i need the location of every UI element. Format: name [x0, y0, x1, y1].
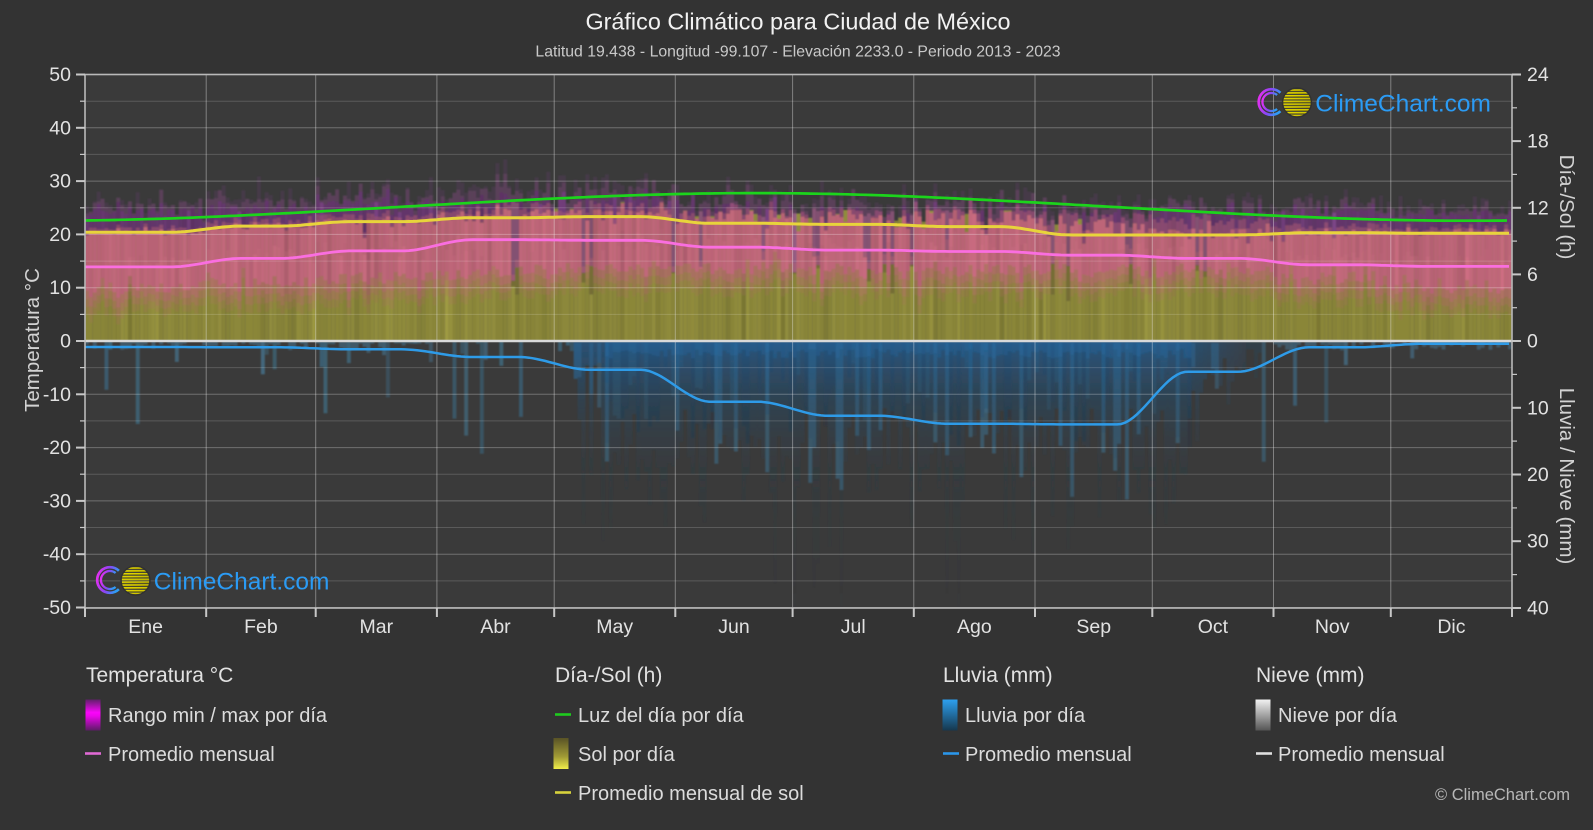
svg-text:10: 10	[49, 277, 71, 299]
svg-text:Jul: Jul	[841, 616, 866, 638]
svg-text:0: 0	[60, 331, 71, 353]
svg-text:Promedio mensual de sol: Promedio mensual de sol	[578, 783, 804, 805]
svg-text:-40: -40	[43, 544, 71, 566]
svg-text:Lluvia por día: Lluvia por día	[965, 705, 1086, 727]
svg-text:Sol por día: Sol por día	[578, 744, 676, 766]
svg-text:-20: -20	[43, 437, 71, 459]
svg-text:Día-/Sol (h): Día-/Sol (h)	[1555, 155, 1578, 260]
svg-text:Luz del día por día: Luz del día por día	[578, 705, 745, 727]
svg-text:-50: -50	[43, 597, 71, 619]
svg-text:Promedio mensual: Promedio mensual	[1278, 744, 1445, 766]
svg-text:Temperatura °C: Temperatura °C	[21, 268, 44, 412]
svg-text:50: 50	[49, 64, 71, 86]
svg-text:© ClimeChart.com: © ClimeChart.com	[1435, 786, 1570, 804]
svg-text:Jun: Jun	[718, 616, 749, 638]
svg-text:40: 40	[49, 117, 71, 139]
svg-text:Latitud 19.438 - Longitud -99.: Latitud 19.438 - Longitud -99.107 - Elev…	[535, 44, 1060, 61]
svg-text:Promedio mensual: Promedio mensual	[965, 744, 1132, 766]
svg-text:18: 18	[1527, 131, 1549, 153]
svg-text:20: 20	[1527, 464, 1549, 486]
svg-text:30: 30	[1527, 531, 1549, 553]
svg-text:Sep: Sep	[1076, 616, 1111, 638]
svg-text:Mar: Mar	[360, 616, 394, 638]
svg-text:Nieve (mm): Nieve (mm)	[1256, 664, 1365, 687]
svg-text:Temperatura °C: Temperatura °C	[86, 664, 233, 687]
svg-text:Nov: Nov	[1315, 616, 1350, 638]
svg-text:Feb: Feb	[244, 616, 278, 638]
svg-text:6: 6	[1527, 264, 1538, 286]
svg-text:12: 12	[1527, 197, 1549, 219]
svg-text:Ene: Ene	[128, 616, 163, 638]
svg-text:May: May	[596, 616, 633, 638]
svg-text:Ago: Ago	[957, 616, 992, 638]
svg-text:24: 24	[1527, 64, 1549, 86]
svg-text:-30: -30	[43, 490, 71, 512]
svg-text:20: 20	[49, 224, 71, 246]
svg-text:Lluvia (mm): Lluvia (mm)	[943, 664, 1053, 687]
svg-text:Rango min / max por día: Rango min / max por día	[108, 705, 328, 727]
svg-text:Gráfico Climático para Ciudad: Gráfico Climático para Ciudad de México	[585, 9, 1010, 35]
svg-text:10: 10	[1527, 397, 1549, 419]
svg-text:Promedio mensual: Promedio mensual	[108, 744, 275, 766]
svg-text:ClimeChart.com: ClimeChart.com	[154, 568, 330, 595]
svg-text:Día-/Sol (h): Día-/Sol (h)	[555, 664, 662, 687]
svg-text:Oct: Oct	[1198, 616, 1229, 638]
svg-text:0: 0	[1527, 331, 1538, 353]
svg-text:Nieve por día: Nieve por día	[1278, 705, 1398, 727]
svg-text:Abr: Abr	[480, 616, 511, 638]
svg-text:-10: -10	[43, 384, 71, 406]
svg-text:30: 30	[49, 171, 71, 193]
svg-text:ClimeChart.com: ClimeChart.com	[1315, 90, 1491, 117]
svg-text:Dic: Dic	[1437, 616, 1465, 638]
svg-text:40: 40	[1527, 598, 1549, 620]
svg-text:Lluvia / Nieve (mm): Lluvia / Nieve (mm)	[1555, 388, 1578, 565]
